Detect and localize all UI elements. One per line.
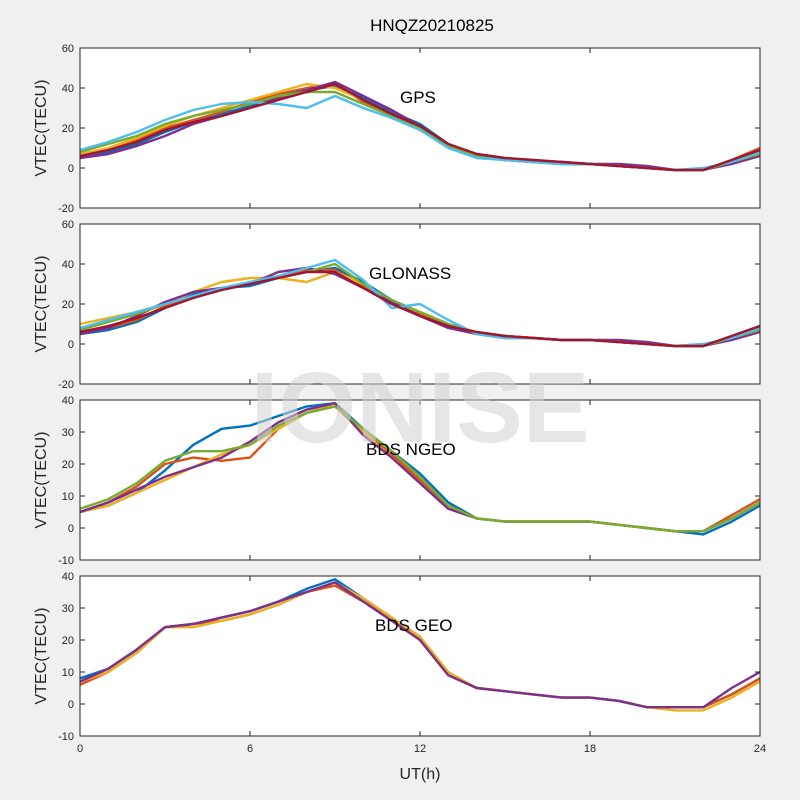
y-tick-label: 30 (62, 427, 74, 439)
x-tick-label: 6 (247, 743, 253, 755)
y-tick-label: 60 (62, 219, 74, 231)
x-tick-label: 0 (77, 743, 83, 755)
y-axis-label: VTEC(TECU) (33, 80, 50, 177)
y-tick-label: 40 (62, 571, 74, 583)
y-tick-label: -10 (58, 555, 74, 567)
y-axis-label: VTEC(TECU) (33, 608, 50, 705)
y-tick-label: 40 (62, 83, 74, 95)
plot-area (80, 576, 760, 736)
y-tick-label: 0 (68, 523, 74, 535)
y-tick-label: -20 (58, 203, 74, 215)
panel-label: GPS (400, 88, 436, 107)
y-tick-label: 60 (62, 43, 74, 55)
x-tick-label: 24 (754, 743, 766, 755)
watermark: IONISE (251, 352, 590, 464)
y-tick-label: -10 (58, 731, 74, 743)
panel-label: BDS NGEO (366, 440, 456, 459)
y-axis-label: VTEC(TECU) (33, 432, 50, 529)
figure-title: HNQZ20210825 (370, 16, 494, 35)
y-tick-label: 20 (62, 635, 74, 647)
y-tick-label: 10 (62, 491, 74, 503)
y-tick-label: 0 (68, 339, 74, 351)
series-line-3 (79, 581, 761, 709)
series-line-6 (79, 82, 761, 172)
series-line-6 (79, 270, 761, 348)
y-tick-label: -20 (58, 379, 74, 391)
y-axis-label: VTEC(TECU) (33, 256, 50, 353)
y-tick-label: 20 (62, 459, 74, 471)
panel-0: -20 0 20 40 60 VTEC(TECU) GPS (33, 43, 761, 215)
x-axis-label: UT(h) (400, 766, 441, 783)
x-tick-label: 18 (584, 743, 596, 755)
y-tick-label: 20 (62, 123, 74, 135)
y-tick-label: 20 (62, 299, 74, 311)
panel-label: BDS GEO (375, 616, 452, 635)
panel-1: -20 0 20 40 60 VTEC(TECU) GLONASS (33, 219, 761, 391)
y-tick-label: 40 (62, 395, 74, 407)
y-tick-label: 0 (68, 163, 74, 175)
panel-2: -10 0 10 20 30 40 VTEC(TECU) BDS NGEO (33, 395, 761, 567)
y-tick-label: 30 (62, 603, 74, 615)
y-tick-label: 10 (62, 667, 74, 679)
y-tick-label: 0 (68, 699, 74, 711)
series-line-4 (79, 405, 761, 533)
panel-label: GLONASS (369, 264, 451, 283)
x-tick-label: 12 (414, 743, 426, 755)
y-tick-label: 40 (62, 259, 74, 271)
